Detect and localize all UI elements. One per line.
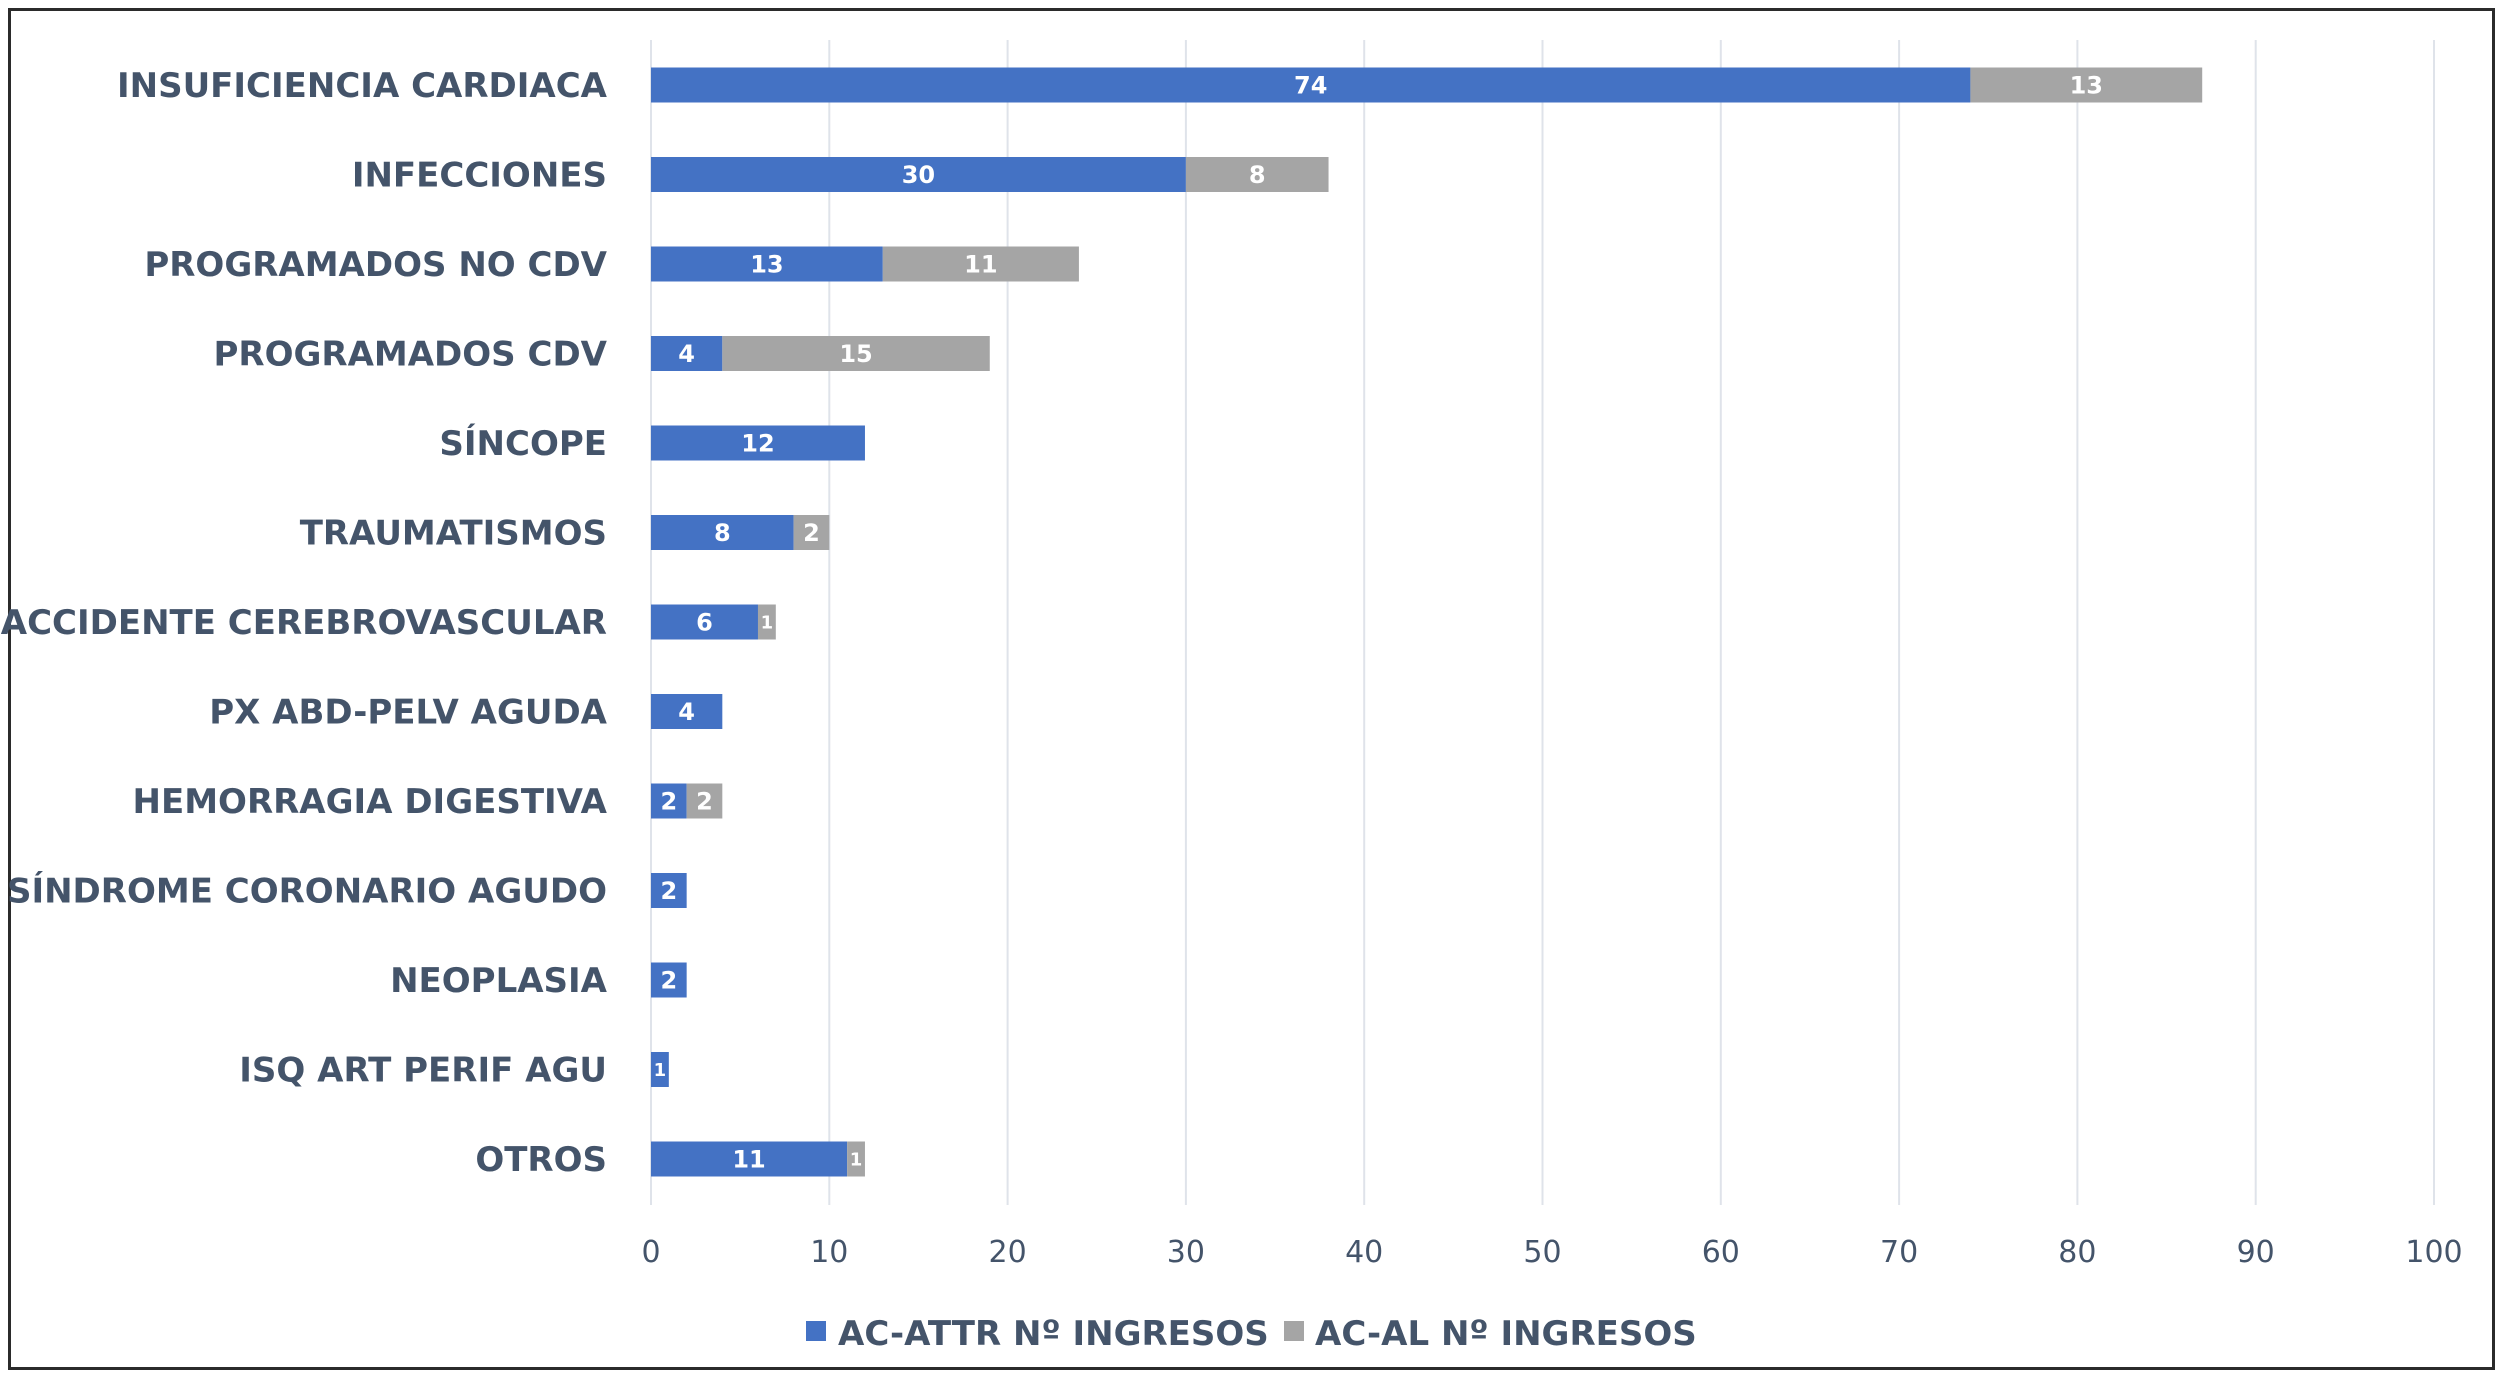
legend-label-ac-attr: AC-ATTR Nº INGRESOS — [838, 1314, 1269, 1354]
category-label: OTROS — [475, 1140, 607, 1180]
bar-ac-attr — [651, 783, 687, 819]
data-label: 4 — [678, 698, 695, 726]
bar-ac-attr — [651, 694, 723, 729]
bar-ac-al — [847, 1141, 865, 1177]
bar-ac-attr — [651, 336, 723, 371]
category-label: HEMORRAGIA DIGESTIVA — [133, 782, 608, 822]
legend: AC-ATTR Nº INGRESOS AC-AL Nº INGRESOS — [806, 1314, 1697, 1354]
data-label: 2 — [660, 788, 677, 816]
legend-swatch-ac-al — [1284, 1321, 1304, 1341]
bar-ac-attr — [651, 1052, 669, 1087]
category-label: PX ABD-PELV AGUDA — [209, 693, 607, 733]
x-tick-label: 60 — [1702, 1235, 1740, 1270]
data-label: 1 — [654, 1060, 667, 1081]
bar-ac-attr — [651, 157, 1186, 192]
data-label: 13 — [750, 251, 783, 279]
category-label: INFECCIONES — [352, 156, 607, 196]
bar-ac-attr — [651, 962, 687, 998]
x-axis-ticks: 0 10 20 30 40 50 60 70 80 90 100 — [641, 1235, 2462, 1270]
category-label: INSUFICIENCIA CARDIACA — [117, 66, 608, 106]
bar-ac-attr — [651, 67, 1971, 103]
legend-swatch-ac-attr — [806, 1321, 826, 1341]
data-label: 4 — [678, 340, 695, 368]
x-tick-label: 70 — [1880, 1235, 1918, 1270]
gridlines — [650, 40, 2435, 1205]
bar-ac-attr — [651, 515, 794, 550]
data-label: 6 — [696, 609, 713, 637]
bar-ac-attr — [651, 873, 687, 908]
x-tick-label: 40 — [1345, 1235, 1383, 1270]
x-tick-label: 30 — [1167, 1235, 1205, 1270]
category-label: TRAUMATISMOS — [300, 514, 607, 554]
data-label: 1 — [761, 612, 774, 633]
category-label: SÍNCOPE — [439, 423, 607, 464]
data-label: 13 — [2070, 72, 2103, 100]
chart-frame — [8, 8, 2495, 1370]
bar-ac-attr — [651, 1141, 848, 1177]
bar-ac-al — [757, 604, 776, 640]
data-label: 12 — [741, 430, 774, 458]
data-label: 15 — [839, 340, 872, 368]
data-label: 8 — [714, 519, 731, 547]
data-label: 74 — [1294, 72, 1327, 100]
bar-ac-attr — [651, 604, 758, 640]
x-tick-label: 90 — [2237, 1235, 2275, 1270]
bar-ac-al — [1970, 67, 2203, 103]
x-tick-label: 10 — [810, 1235, 848, 1270]
x-tick-label: 80 — [2058, 1235, 2096, 1270]
data-label: 2 — [803, 519, 820, 547]
x-tick-label: 50 — [1523, 1235, 1561, 1270]
data-label: 30 — [902, 161, 935, 189]
data-label: 11 — [732, 1146, 765, 1174]
data-label: 1 — [850, 1149, 863, 1170]
bar-ac-attr — [651, 246, 883, 282]
data-label: 2 — [660, 967, 677, 995]
category-label: ACCIDENTE CEREBROVASCULAR — [1, 603, 607, 643]
category-label: NEOPLASIA — [390, 961, 608, 1001]
data-label: 11 — [964, 251, 997, 279]
x-tick-label: 100 — [2405, 1235, 2462, 1270]
category-label: PROGRAMADOS NO CDV — [144, 245, 607, 285]
x-tick-label: 20 — [989, 1235, 1027, 1270]
category-label: PROGRAMADOS CDV — [214, 335, 608, 375]
bar-ac-attr — [651, 425, 865, 461]
bar-ac-al — [686, 783, 723, 819]
category-label: SÍNDROME CORONARIO AGUDO — [7, 871, 607, 912]
data-label: 2 — [660, 877, 677, 905]
x-tick-label: 0 — [641, 1235, 660, 1270]
bar-ac-al — [793, 515, 830, 550]
data-label: 8 — [1249, 161, 1266, 189]
bar-ac-al — [1185, 157, 1329, 192]
bar-ac-al — [882, 246, 1079, 282]
data-label: 2 — [696, 788, 713, 816]
category-label: ISQ ART PERIF AGU — [239, 1051, 607, 1091]
category-labels: INSUFICIENCIA CARDIACA INFECCIONES PROGRAM… — [1, 66, 608, 1180]
bar-ac-al — [722, 336, 990, 371]
legend-label-ac-al: AC-AL Nº INGRESOS — [1315, 1314, 1697, 1354]
